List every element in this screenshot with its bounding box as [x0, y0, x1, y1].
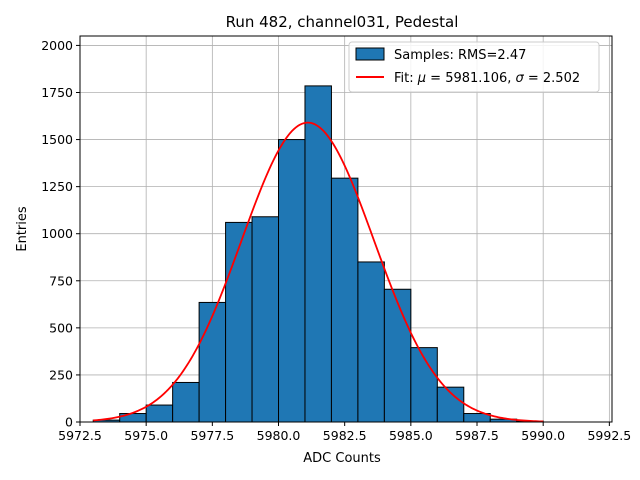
legend-fit-sigma-symbol: σ: [516, 71, 525, 86]
x-tick-label: 5985.0: [389, 428, 433, 443]
y-axis-label: Entries: [15, 206, 30, 252]
y-tick-label: 2000: [41, 38, 73, 53]
legend-fit-prefix: Fit:: [394, 71, 418, 86]
y-tick-label: 1750: [41, 85, 73, 100]
x-tick-label: 5990.0: [521, 428, 565, 443]
legend: Samples: RMS=2.47 Fit: μ = 5981.106, σ =…: [348, 41, 600, 93]
legend-fit-sigma-value: = 2.502: [524, 71, 580, 86]
x-tick-label: 5987.5: [455, 428, 499, 443]
histogram-bar: [145, 404, 174, 423]
histogram-bar: [225, 221, 253, 423]
y-tick-label: 1500: [41, 132, 73, 147]
y-tick-label: 1000: [41, 226, 73, 241]
histogram-bar: [278, 139, 306, 423]
histogram-bars: [92, 85, 544, 423]
y-tick-label: 750: [49, 273, 73, 288]
chart-title: Run 482, channel031, Pedestal: [226, 13, 459, 31]
histogram-bar: [330, 177, 359, 423]
legend-fit-mu-value: = 5981.106,: [426, 71, 515, 86]
fit-curve-layer: [93, 121, 544, 423]
histogram-bar: [172, 381, 200, 423]
y-tick-label: 500: [49, 320, 73, 335]
x-tick-label: 5980.0: [257, 428, 301, 443]
histogram-bar: [383, 288, 412, 423]
histogram-bar: [198, 301, 227, 423]
y-tick-label: 250: [49, 367, 73, 382]
plot-frame: [79, 35, 613, 423]
y-tick-label: 0: [65, 415, 73, 430]
x-tick-label: 5972.5: [58, 428, 102, 443]
legend-fit-label: Fit: μ = 5981.106, σ = 2.502: [394, 71, 580, 86]
x-tick-label: 5992.5: [587, 428, 631, 443]
x-tick-label: 5975.0: [124, 428, 168, 443]
histogram-bar: [410, 347, 438, 423]
legend-fit-mu-symbol: μ: [417, 71, 426, 86]
legend-box: [348, 41, 600, 93]
legend-histogram-label: Samples: RMS=2.47: [394, 48, 526, 63]
histogram-bar: [251, 216, 280, 423]
histogram-bar: [304, 85, 332, 423]
x-tick-label: 5982.5: [323, 428, 367, 443]
x-axis-label: ADC Counts: [303, 451, 381, 466]
y-tick-label: 1250: [41, 179, 73, 194]
x-tick-label: 5977.5: [190, 428, 234, 443]
fit-curve: [93, 121, 544, 423]
histogram-bar: [357, 261, 385, 423]
legend-histogram-swatch: [355, 47, 385, 61]
axis-ticks: 5972.5 5975.0 5977.5 5980.0 5982.5 5985.0 5987…: [41, 38, 631, 443]
